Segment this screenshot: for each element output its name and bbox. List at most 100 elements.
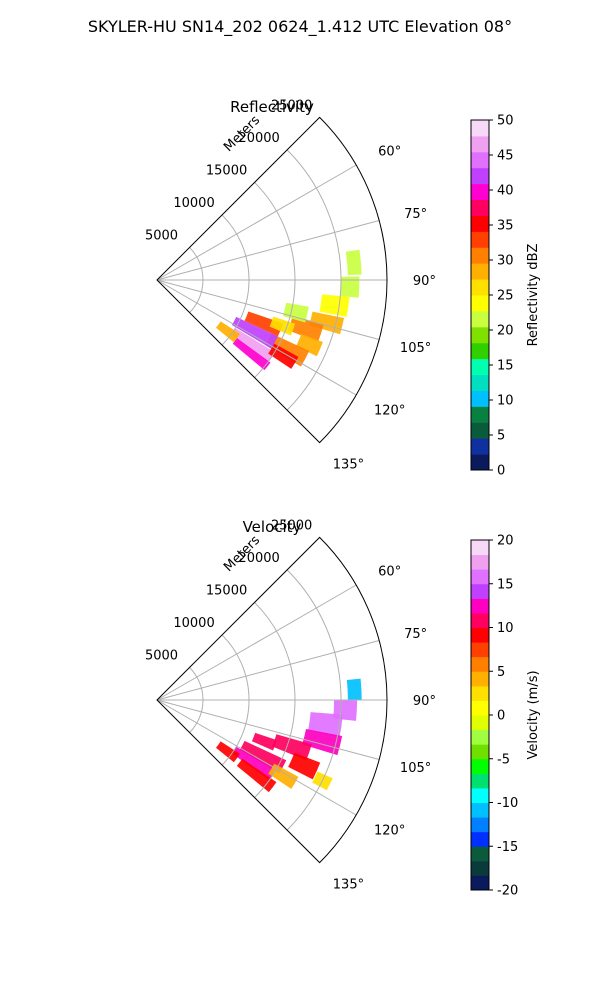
echo-cell	[215, 741, 240, 763]
colorbar-tick-label: -10	[497, 796, 518, 811]
echo-cell	[244, 311, 284, 337]
echo-cell	[288, 752, 321, 780]
echo-cell	[230, 328, 275, 363]
colorbar-tick-label: 10	[497, 621, 514, 636]
colorbar-swatch	[471, 846, 489, 862]
sector-frame	[156, 116, 388, 444]
echo-cell	[296, 333, 323, 357]
colorbar-swatch	[471, 406, 489, 423]
colorbar-swatch	[471, 627, 489, 643]
echo-field	[215, 678, 362, 793]
colorbar-swatch	[471, 554, 489, 570]
colorbar-tick-label: 20	[497, 324, 514, 339]
colorbar-tick-label: 20	[497, 534, 514, 549]
colorbar-swatch	[471, 151, 489, 169]
colorbar-swatch	[471, 135, 489, 153]
echo-field	[215, 249, 362, 371]
colorbar-swatch	[471, 199, 489, 216]
azimuth-tick-label: 75°	[404, 627, 427, 642]
reflectivity-panel: Reflectivity500010000150002000025000Mete…	[145, 98, 541, 479]
radial-tick-label: 5000	[145, 228, 178, 243]
echo-cell	[308, 712, 343, 738]
echo-cell	[340, 276, 360, 298]
colorbar-label: Reflectivity dBZ	[526, 244, 541, 347]
colorbar-tick-label: 15	[497, 577, 514, 592]
radial-tick-label: 25000	[271, 98, 312, 113]
colorbar-swatch	[471, 263, 489, 280]
colorbar-swatch	[471, 715, 489, 731]
polar-grid	[156, 569, 387, 831]
azimuth-tick-label: 105°	[400, 761, 431, 776]
radial-tick-label: 10000	[173, 196, 214, 211]
azimuth-spoke	[156, 699, 357, 816]
colorbar-tick-label: 30	[497, 254, 514, 269]
echo-cell	[345, 249, 362, 276]
colorbar-tick-label: 0	[497, 709, 505, 724]
colorbar-tick-label: 15	[497, 359, 514, 374]
colorbar-swatch	[471, 120, 489, 137]
colorbar-label: Velocity (m/s)	[526, 670, 541, 759]
sector-frame	[156, 536, 388, 864]
radial-tick-label: 15000	[206, 583, 247, 598]
colorbar-swatch	[471, 598, 489, 614]
radial-tick-label: 15000	[206, 163, 247, 178]
polar-grid	[156, 149, 387, 411]
colorbar-swatch	[471, 773, 489, 789]
colorbar-swatch	[471, 802, 489, 818]
colorbar-tick-label: 10	[497, 394, 514, 409]
colorbar-swatch	[471, 817, 489, 833]
radial-tick-label: 20000	[238, 551, 279, 566]
colorbar-swatch	[471, 183, 489, 201]
colorbar-swatch	[471, 744, 489, 760]
colorbar-swatch	[471, 540, 489, 556]
colorbar-swatch	[471, 612, 489, 628]
azimuth-spoke	[156, 279, 357, 396]
echo-cell	[319, 294, 350, 317]
colorbar-swatch	[471, 231, 489, 248]
colorbar-swatch	[471, 831, 489, 847]
panel-title: Reflectivity	[230, 98, 314, 116]
colorbar-swatch	[471, 671, 489, 687]
azimuth-tick-label: 90°	[413, 694, 436, 709]
colorbar: 0 5 10 15 20 25 30 35 40 45 50 Reflectivity dBZ	[470, 114, 541, 479]
colorbar-swatch	[471, 729, 489, 745]
echo-cell	[309, 311, 345, 335]
azimuth-spoke	[156, 219, 380, 281]
azimuth-tick-label: 120°	[374, 404, 405, 419]
colorbar-swatch	[471, 700, 489, 716]
echo-cell	[265, 333, 310, 367]
colorbar-swatch	[471, 787, 489, 803]
echo-cell	[232, 338, 271, 371]
colorbar-tick-label: 0	[497, 464, 505, 479]
colorbar-swatch	[471, 758, 489, 774]
colorbar-tick-label: -15	[497, 840, 518, 855]
echo-cell	[251, 732, 277, 751]
colorbar-tick-label: 5	[497, 429, 505, 444]
colorbar-swatch	[471, 247, 489, 264]
azimuth-tick-label: 60°	[378, 144, 401, 159]
radial-tick-label: 5000	[145, 648, 178, 663]
colorbar-tick-label: -20	[497, 884, 518, 899]
radial-tick-label: 25000	[271, 518, 312, 533]
colorbar-swatch	[471, 390, 489, 407]
colorbar-swatch	[471, 358, 489, 376]
colorbar-swatch	[471, 167, 489, 185]
azimuth-tick-label: 105°	[400, 341, 431, 356]
colorbar-tick-label: 5	[497, 665, 505, 680]
radial-tick-label: 10000	[173, 616, 214, 631]
azimuth-tick-label: 90°	[413, 274, 436, 289]
colorbar-tick-label: 25	[497, 289, 514, 304]
colorbar-swatch	[471, 326, 489, 344]
colorbar-swatch	[471, 295, 489, 312]
echo-cell	[272, 734, 312, 761]
azimuth-tick-label: 135°	[333, 877, 364, 892]
azimuth-tick-label: 75°	[404, 207, 427, 222]
colorbar-swatch	[471, 374, 489, 391]
colorbar-swatch	[471, 215, 489, 232]
colorbar-swatch	[471, 569, 489, 585]
colorbar-swatch	[471, 583, 489, 599]
colorbar-tick-label: -5	[497, 752, 510, 767]
